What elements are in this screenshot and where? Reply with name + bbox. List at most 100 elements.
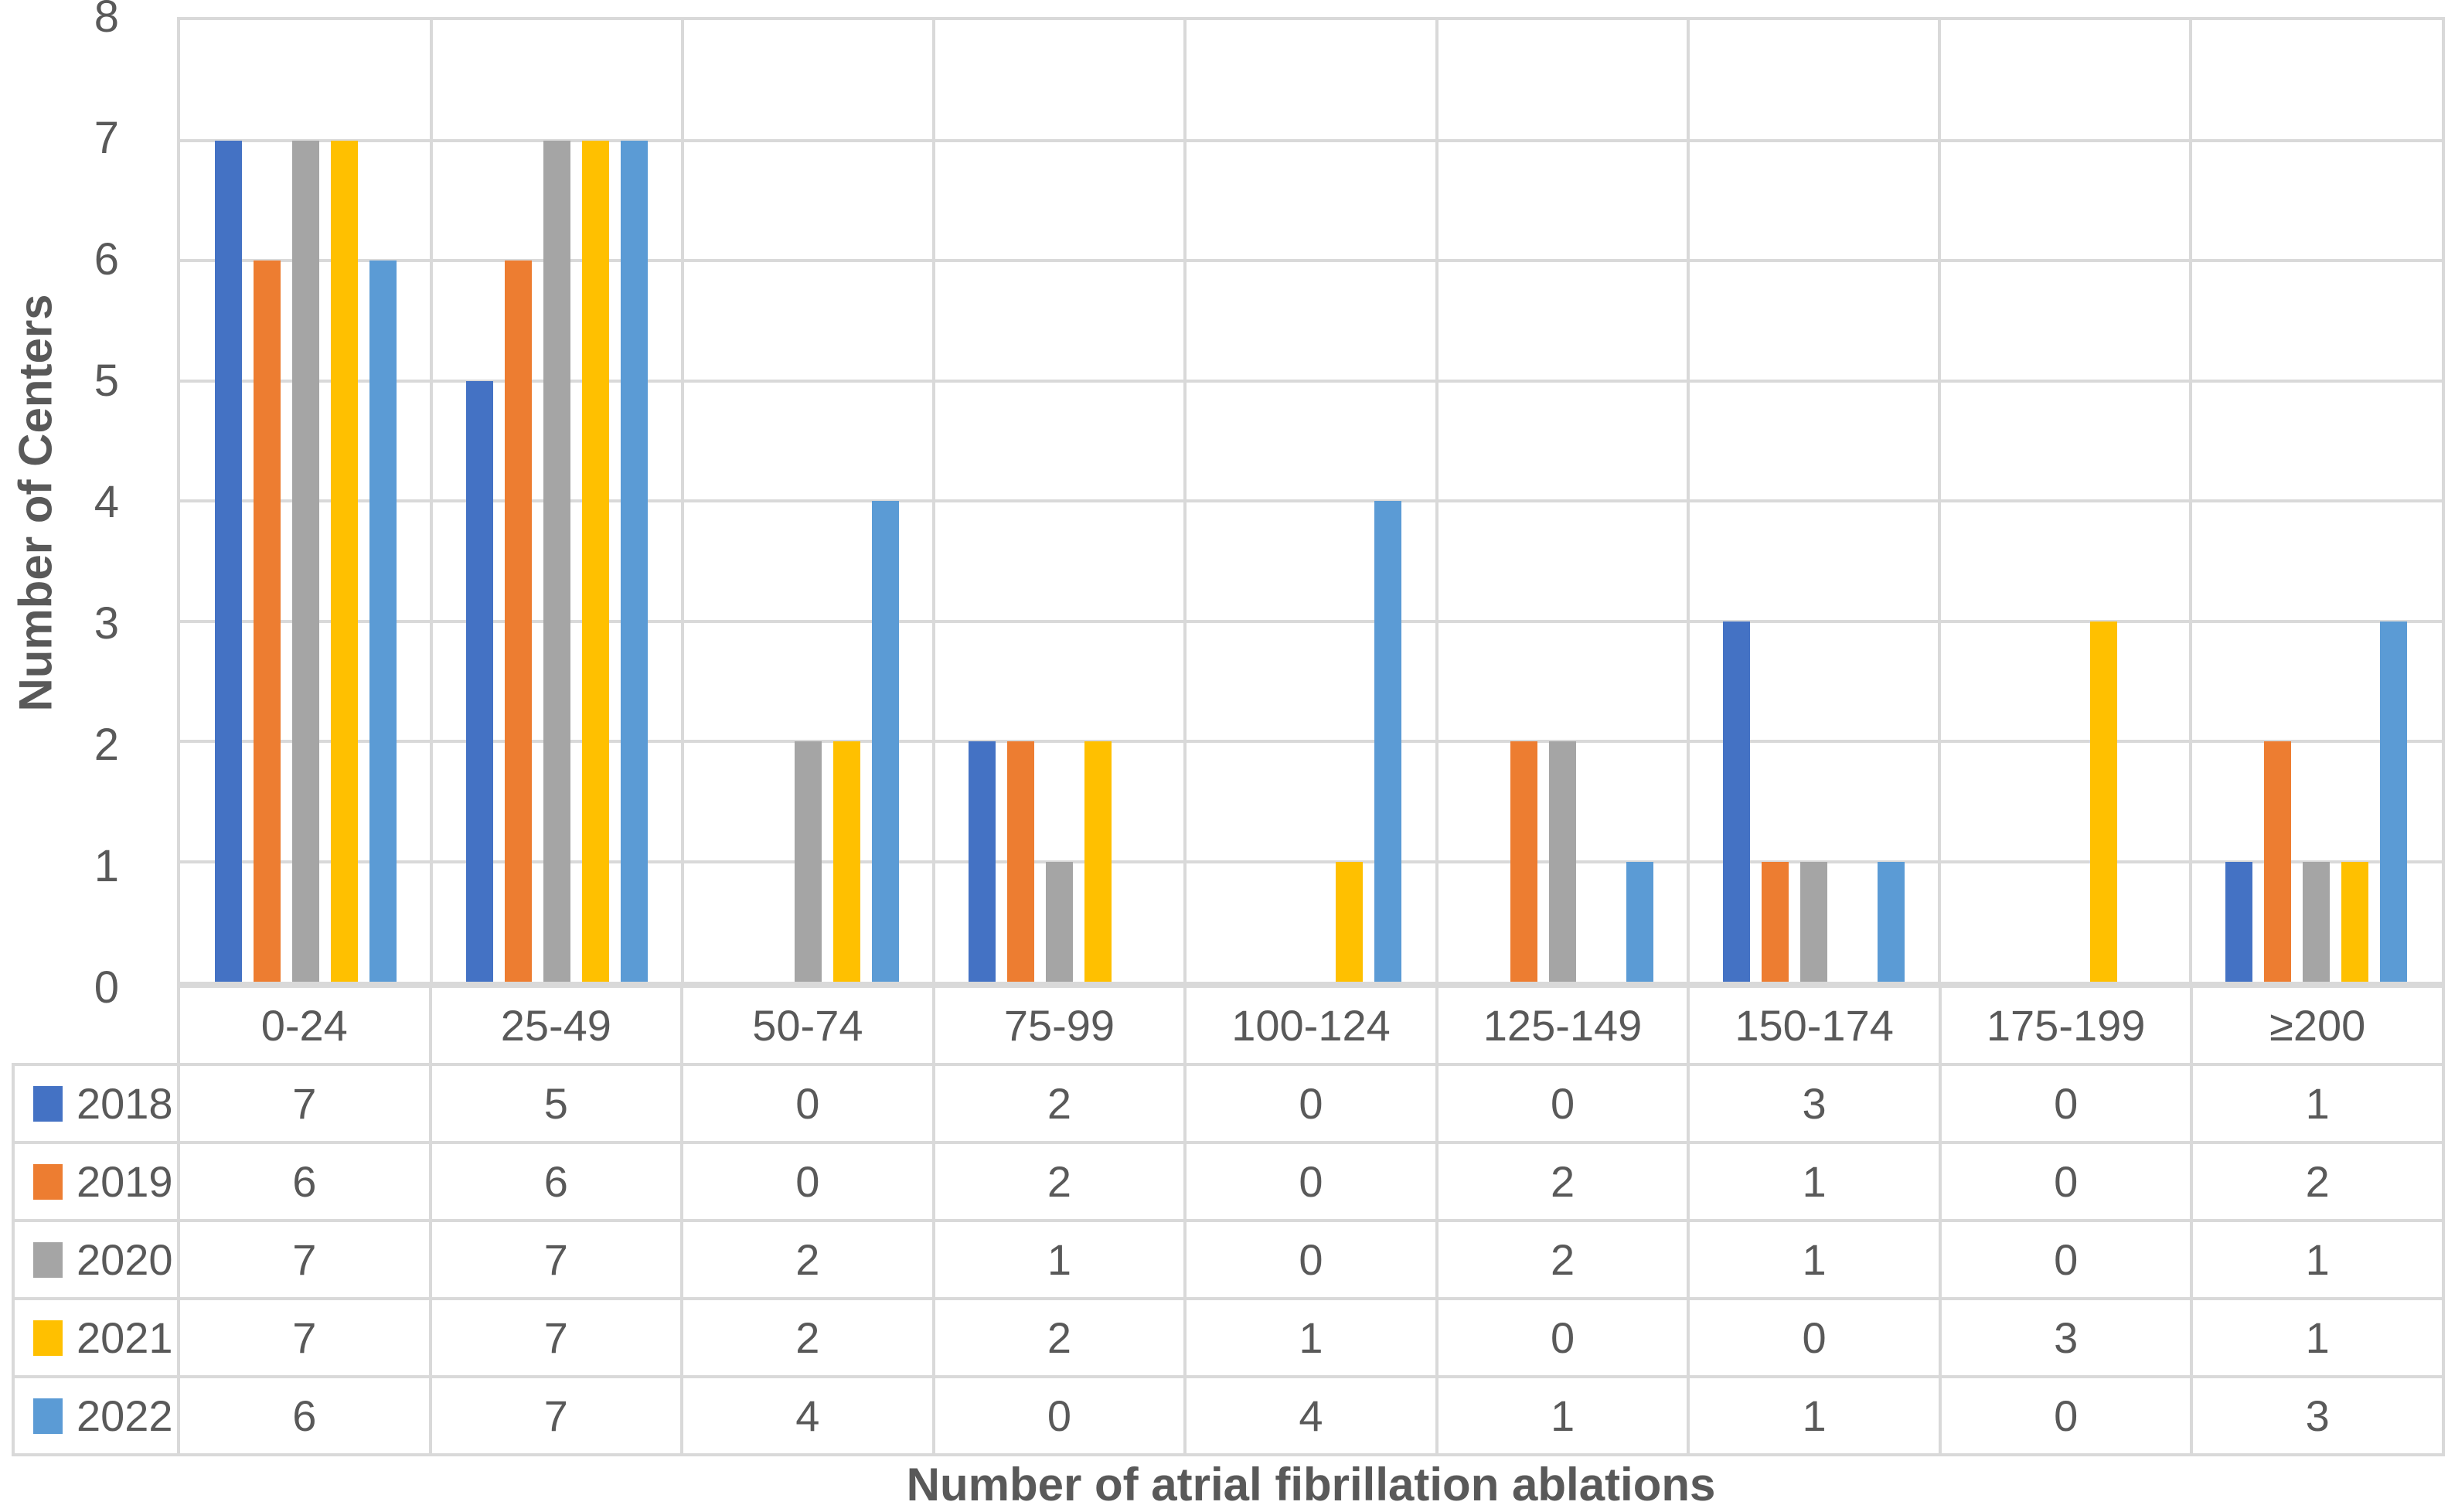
- bar-2021-25-49: [582, 140, 610, 982]
- y-tick-label: 2: [94, 720, 119, 770]
- bar-2019-125-149: [1510, 741, 1537, 982]
- table-cell-value: 2: [2193, 1144, 2445, 1222]
- bar-2020-75-99: [1046, 861, 1074, 982]
- table-cell-value: 1: [2193, 1300, 2445, 1378]
- category-bar-group: [934, 20, 1185, 982]
- table-cell-value: 2: [935, 1144, 1187, 1222]
- x-axis-title-text: Number of atrial fibrillation ablations: [906, 1459, 1716, 1510]
- gridline-h: [180, 740, 2442, 743]
- category-label: 0-24: [180, 988, 432, 1063]
- category-bar-group: [180, 20, 431, 982]
- table-cell-value: 3: [1690, 1066, 1942, 1144]
- bar-2018-≥200: [2225, 861, 2252, 982]
- bar-2020-50-74: [795, 741, 822, 982]
- bar-2019-25-49: [505, 261, 533, 982]
- bar-2020-0-24: [292, 140, 320, 982]
- legend-swatch-2022: [33, 1398, 63, 1434]
- legend-swatch-2021: [33, 1320, 63, 1356]
- table-cell-value: 7: [431, 1300, 684, 1378]
- series-year-label: 2021: [77, 1313, 173, 1362]
- table-cell-value: 2: [935, 1066, 1187, 1144]
- bar-2019-150-174: [1761, 861, 1789, 982]
- y-tick-label: 7: [94, 113, 119, 163]
- category-bar-group: [1185, 20, 1436, 982]
- y-tick-label: 5: [94, 356, 119, 406]
- bar-2021-75-99: [1084, 741, 1112, 982]
- table-cell-value: 1: [1187, 1300, 1438, 1378]
- x-axis-category-labels: 0-24 25-49 50-74 75-99 100-124 125-149 150-174…: [177, 988, 2445, 1063]
- table-cell-value: 1: [1690, 1222, 1942, 1300]
- table-row-header-2021: 2021: [15, 1300, 180, 1378]
- category-label: ≥200: [2193, 988, 2445, 1063]
- table-cell-value: 0: [683, 1144, 935, 1222]
- table-cell-value: 6: [431, 1144, 684, 1222]
- table-cell-value: 0: [935, 1378, 1187, 1456]
- bar-2021-50-74: [833, 741, 861, 982]
- y-axis-tick-labels: 0 1 2 3 4 5 6 7 8: [0, 0, 145, 1013]
- series-year-label: 2019: [77, 1157, 173, 1206]
- table-cell-value: 0: [1690, 1300, 1942, 1378]
- bar-2022-50-74: [872, 501, 900, 982]
- table-cell-value: 5: [431, 1066, 684, 1144]
- y-tick-label: 4: [94, 477, 119, 527]
- bar-2019-75-99: [1007, 741, 1035, 982]
- bar-2020-25-49: [543, 140, 571, 982]
- table-cell-value: 6: [180, 1378, 432, 1456]
- gridline-v: [932, 20, 936, 982]
- series-year-label: 2018: [77, 1079, 173, 1128]
- gridline-h: [180, 619, 2442, 623]
- table-cell-value: 7: [180, 1300, 432, 1378]
- table-cell-value: 1: [935, 1222, 1187, 1300]
- table-cell-value: 0: [1187, 1222, 1438, 1300]
- bar-2020-125-149: [1548, 741, 1576, 982]
- table-cell-value: 6: [180, 1144, 432, 1222]
- bar-2021-≥200: [2341, 861, 2368, 982]
- bar-2021-0-24: [331, 140, 359, 982]
- y-tick-label: 1: [94, 841, 119, 891]
- table-row-header-2018: 2018: [15, 1066, 180, 1144]
- gridline-v: [1686, 20, 1690, 982]
- table-cell-value: 4: [683, 1378, 935, 1456]
- table-cell-value: 7: [431, 1378, 684, 1456]
- table-cell-value: 1: [2193, 1222, 2445, 1300]
- bar-2019-≥200: [2263, 741, 2291, 982]
- y-tick-label: 3: [94, 598, 119, 649]
- gridline-v: [681, 20, 685, 982]
- table-cell-value: 0: [683, 1066, 935, 1144]
- y-tick-label: 0: [94, 962, 119, 1013]
- table-cell-value: 2: [1438, 1144, 1690, 1222]
- series-year-label: 2022: [77, 1391, 173, 1440]
- table-cell-value: 2: [935, 1300, 1187, 1378]
- bar-2019-0-24: [254, 261, 281, 982]
- category-label: 175-199: [1942, 988, 2194, 1063]
- bar-2018-25-49: [466, 380, 494, 982]
- table-cell-value: 7: [180, 1222, 432, 1300]
- category-label: 125-149: [1438, 988, 1690, 1063]
- gridline-v: [430, 20, 434, 982]
- category-label: 150-174: [1690, 988, 1942, 1063]
- table-cell-value: 3: [1941, 1300, 2194, 1378]
- bar-2022-0-24: [369, 261, 397, 982]
- bar-2018-150-174: [1722, 621, 1750, 982]
- table-cell-value: 0: [1187, 1144, 1438, 1222]
- y-tick-label: 6: [94, 234, 119, 284]
- category-bar-group: [431, 20, 683, 982]
- category-label: 25-49: [432, 988, 684, 1063]
- table-cell-value: 0: [1438, 1066, 1690, 1144]
- category-bar-group: [1688, 20, 1939, 982]
- bar-2018-75-99: [969, 741, 996, 982]
- bar-2021-100-124: [1336, 861, 1364, 982]
- gridline-h: [180, 379, 2442, 383]
- table-cell-value: 7: [431, 1222, 684, 1300]
- bar-2022-100-124: [1374, 501, 1402, 982]
- table-cell-value: 2: [1438, 1222, 1690, 1300]
- bar-2020-150-174: [1799, 861, 1827, 982]
- bar-2021-175-199: [2089, 621, 2117, 982]
- table-cell-value: 0: [1941, 1066, 2194, 1144]
- table-cell-value: 7: [180, 1066, 432, 1144]
- category-label: 50-74: [683, 988, 935, 1063]
- category-bar-group: [2191, 20, 2442, 982]
- table-cell-value: 0: [1187, 1066, 1438, 1144]
- gridline-v: [1183, 20, 1187, 982]
- legend-swatch-2020: [33, 1241, 63, 1278]
